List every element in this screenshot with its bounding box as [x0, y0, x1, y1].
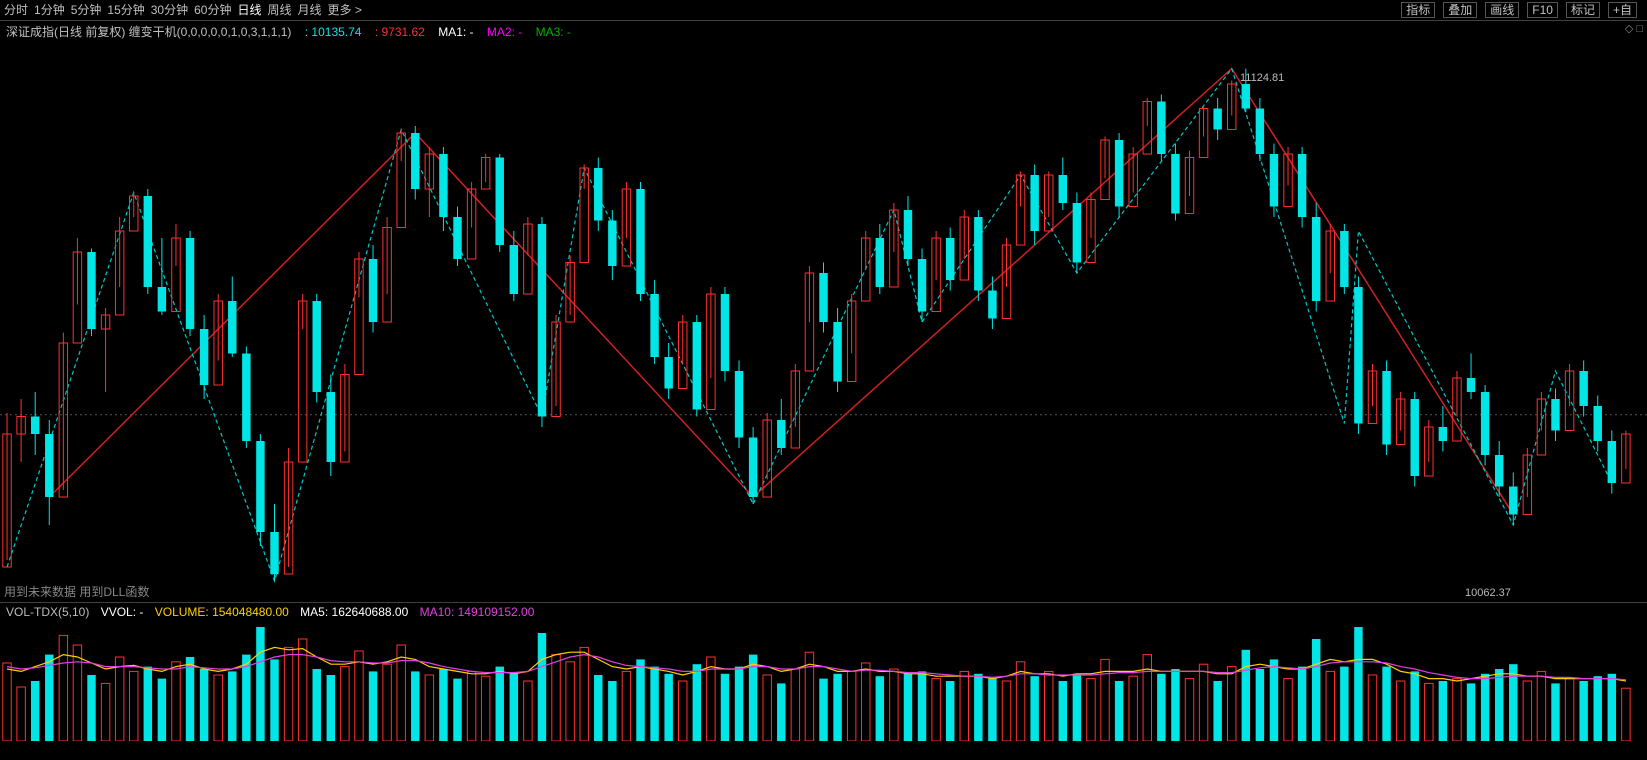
timeframe-8[interactable]: 月线: [298, 3, 322, 17]
toolbar-btn-0[interactable]: 指标: [1401, 2, 1435, 18]
timeframe-5[interactable]: 60分钟: [194, 3, 231, 17]
toolbar-btn-4[interactable]: 标记: [1566, 2, 1600, 18]
right-button-group: 指标叠加画线 F10 标记 +自: [1399, 0, 1643, 20]
timeframe-3[interactable]: 15分钟: [107, 3, 144, 17]
footer-note: 用到未来数据 用到DLL函数: [4, 583, 149, 600]
toolbar-btn-3[interactable]: F10: [1527, 2, 1558, 18]
info-ma3: MA3: -: [536, 25, 571, 39]
info-ma2: MA2: -: [487, 25, 522, 39]
timeframe-4[interactable]: 30分钟: [151, 3, 188, 17]
timeframe-list: 分时 1分钟 5分钟 15分钟 30分钟 60分钟日线周线月线更多 >: [4, 0, 368, 20]
peak-low-label: 10062.37: [1465, 587, 1511, 599]
timeframe-6[interactable]: 日线: [237, 3, 261, 17]
timeframe-7[interactable]: 周线: [267, 3, 291, 17]
info-val2: : 9731.62: [375, 25, 425, 39]
price-svg: [0, 42, 1647, 602]
volume-info-row: VOL-TDX(5,10) VVOL: - VOLUME: 154048480.…: [0, 603, 1647, 621]
vol-ma5: MA5: 162640688.00: [300, 605, 408, 619]
top-toolbar: 分时 1分钟 5分钟 15分钟 30分钟 60分钟日线周线月线更多 > 指标叠加画线 F10…: [0, 0, 1647, 21]
info-ma1: MA1: -: [438, 25, 473, 39]
vol-label: VOL-TDX(5,10): [6, 605, 89, 619]
panel-icons: ◇ □: [1625, 22, 1643, 35]
volume-svg: [0, 621, 1647, 741]
timeframe-2[interactable]: 5分钟: [71, 3, 102, 17]
chart-title: 深证成指(日线 前复权) 缠变干机(0,0,0,0,0,1,0,3,1,1,1): [6, 25, 291, 39]
timeframe-9[interactable]: 更多 >: [328, 3, 362, 17]
chart-info-row: 深证成指(日线 前复权) 缠变干机(0,0,0,0,0,1,0,3,1,1,1)…: [0, 21, 1647, 42]
volume-chart[interactable]: [0, 621, 1647, 741]
peak-high-label: 11124.81: [1240, 72, 1284, 84]
timeframe-1[interactable]: 1分钟: [34, 3, 65, 17]
info-val1: : 10135.74: [305, 25, 362, 39]
toolbar-btn-2[interactable]: 画线: [1485, 2, 1519, 18]
toolbar-btn-1[interactable]: 叠加: [1443, 2, 1477, 18]
vol-ma10: MA10: 149109152.00: [420, 605, 535, 619]
vol-volume: VOLUME: 154048480.00: [155, 605, 289, 619]
timeframe-0[interactable]: 分时: [4, 3, 28, 17]
price-chart[interactable]: 11124.81 10062.37 用到未来数据 用到DLL函数: [0, 42, 1647, 603]
vol-vvol: VVOL: -: [101, 605, 144, 619]
toolbar-btn-5[interactable]: +自: [1608, 2, 1637, 18]
